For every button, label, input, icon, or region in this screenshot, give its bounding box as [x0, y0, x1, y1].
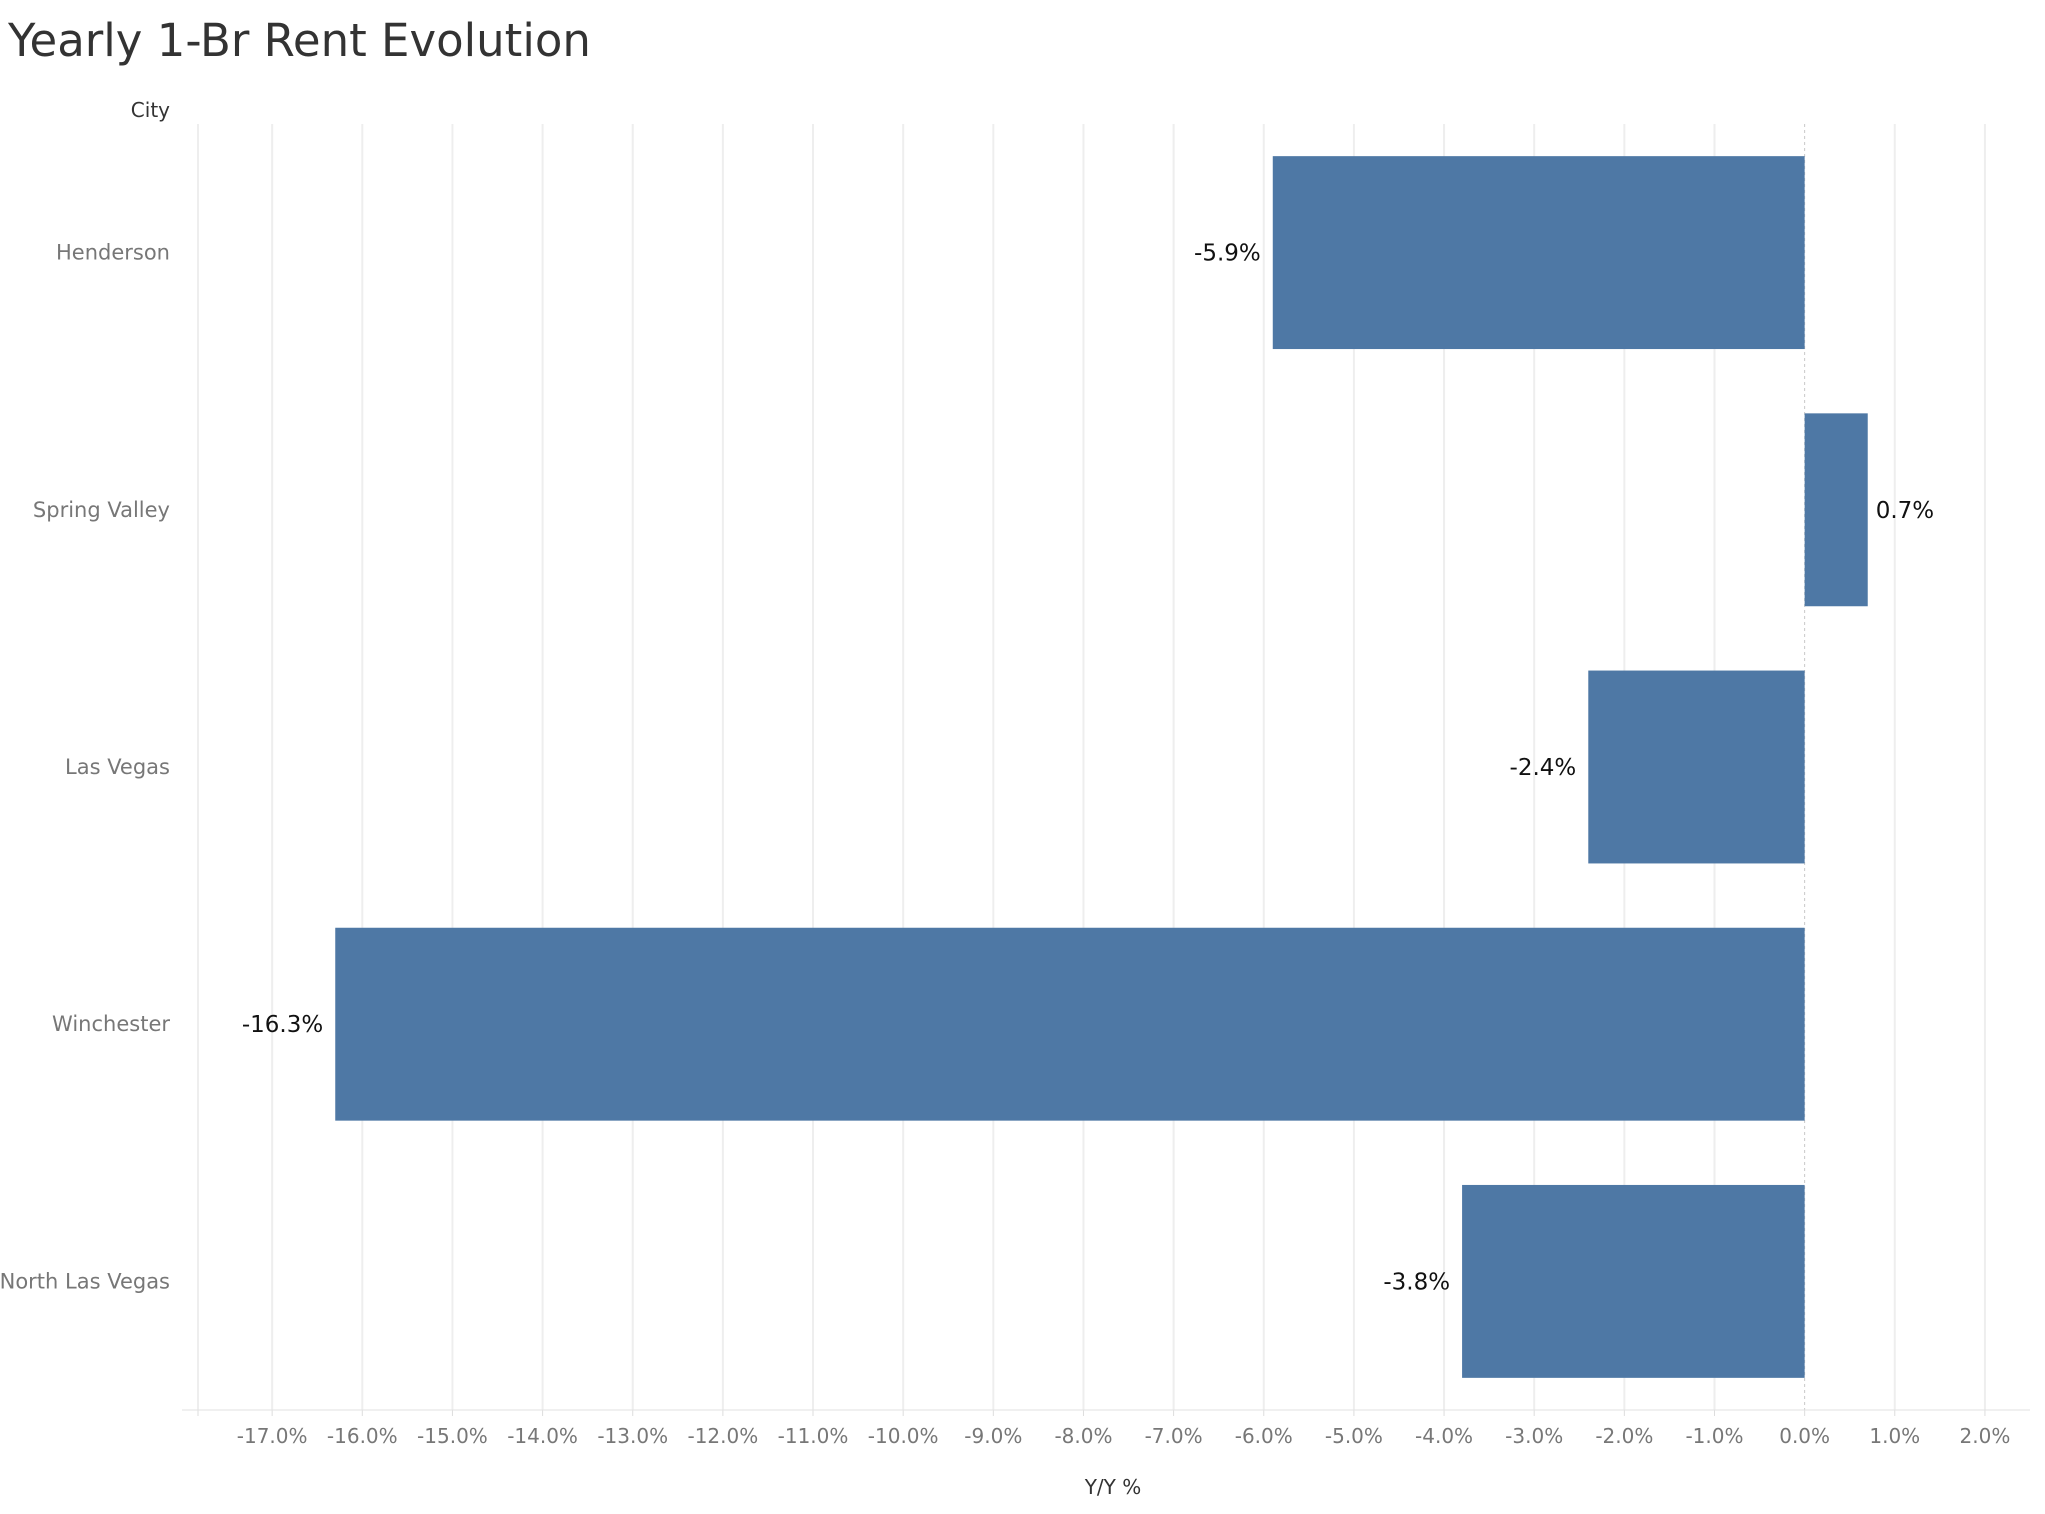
category-label: Spring Valley: [33, 498, 170, 522]
data-label: -16.3%: [242, 1012, 323, 1038]
bars: [335, 156, 1868, 1378]
data-label: -5.9%: [1194, 241, 1261, 267]
category-label: North Las Vegas: [0, 1269, 170, 1293]
bar-henderson[interactable]: [1272, 156, 1805, 350]
x-tick-label: -11.0%: [778, 1424, 849, 1448]
x-tick-label: -15.0%: [417, 1424, 488, 1448]
x-tick-label: -10.0%: [868, 1424, 939, 1448]
category-label: Las Vegas: [65, 755, 170, 779]
x-tick-label: -7.0%: [1145, 1424, 1203, 1448]
category-label: Winchester: [52, 1012, 170, 1036]
x-tick-label: -12.0%: [687, 1424, 758, 1448]
value-axis-title: Y/Y %: [1084, 1475, 1142, 1499]
bar-spring-valley[interactable]: [1804, 413, 1868, 607]
labels: Henderson -5.9% Spring Valley 0.7% Las Vegas…: [0, 241, 1934, 1296]
data-label: 0.7%: [1876, 498, 1934, 524]
data-label: -3.8%: [1383, 1269, 1450, 1295]
x-tick-label: -4.0%: [1415, 1424, 1473, 1448]
x-tick-label: -6.0%: [1235, 1424, 1293, 1448]
grid-lines: [197, 124, 1986, 1410]
bar-las-vegas[interactable]: [1588, 670, 1805, 864]
x-tick-label: -13.0%: [597, 1424, 668, 1448]
x-tick-label: -14.0%: [507, 1424, 578, 1448]
bar-north-las-vegas[interactable]: [1462, 1184, 1805, 1378]
x-tick-label: -8.0%: [1054, 1424, 1112, 1448]
data-label: -2.4%: [1510, 755, 1577, 781]
x-tick-label: -17.0%: [237, 1424, 308, 1448]
x-tick-label: 0.0%: [1779, 1424, 1830, 1448]
x-tick-label: -5.0%: [1325, 1424, 1383, 1448]
x-tick-label: -16.0%: [327, 1424, 398, 1448]
x-tick-label: 1.0%: [1869, 1424, 1920, 1448]
x-tick-label: 2.0%: [1960, 1424, 2011, 1448]
chart-title: Yearly 1-Br Rent Evolution: [8, 14, 591, 67]
bar-winchester[interactable]: [335, 927, 1805, 1121]
x-tick-label: -9.0%: [964, 1424, 1022, 1448]
x-tick-label: -3.0%: [1505, 1424, 1563, 1448]
x-tick-label: -1.0%: [1685, 1424, 1743, 1448]
x-tick-label: -2.0%: [1595, 1424, 1653, 1448]
category-label: Henderson: [56, 241, 170, 265]
category-axis-title: City: [131, 98, 170, 122]
axes: -17.0% -16.0% -15.0% -14.0% -13.0% -12.0% -11.…: [182, 1409, 2030, 1448]
